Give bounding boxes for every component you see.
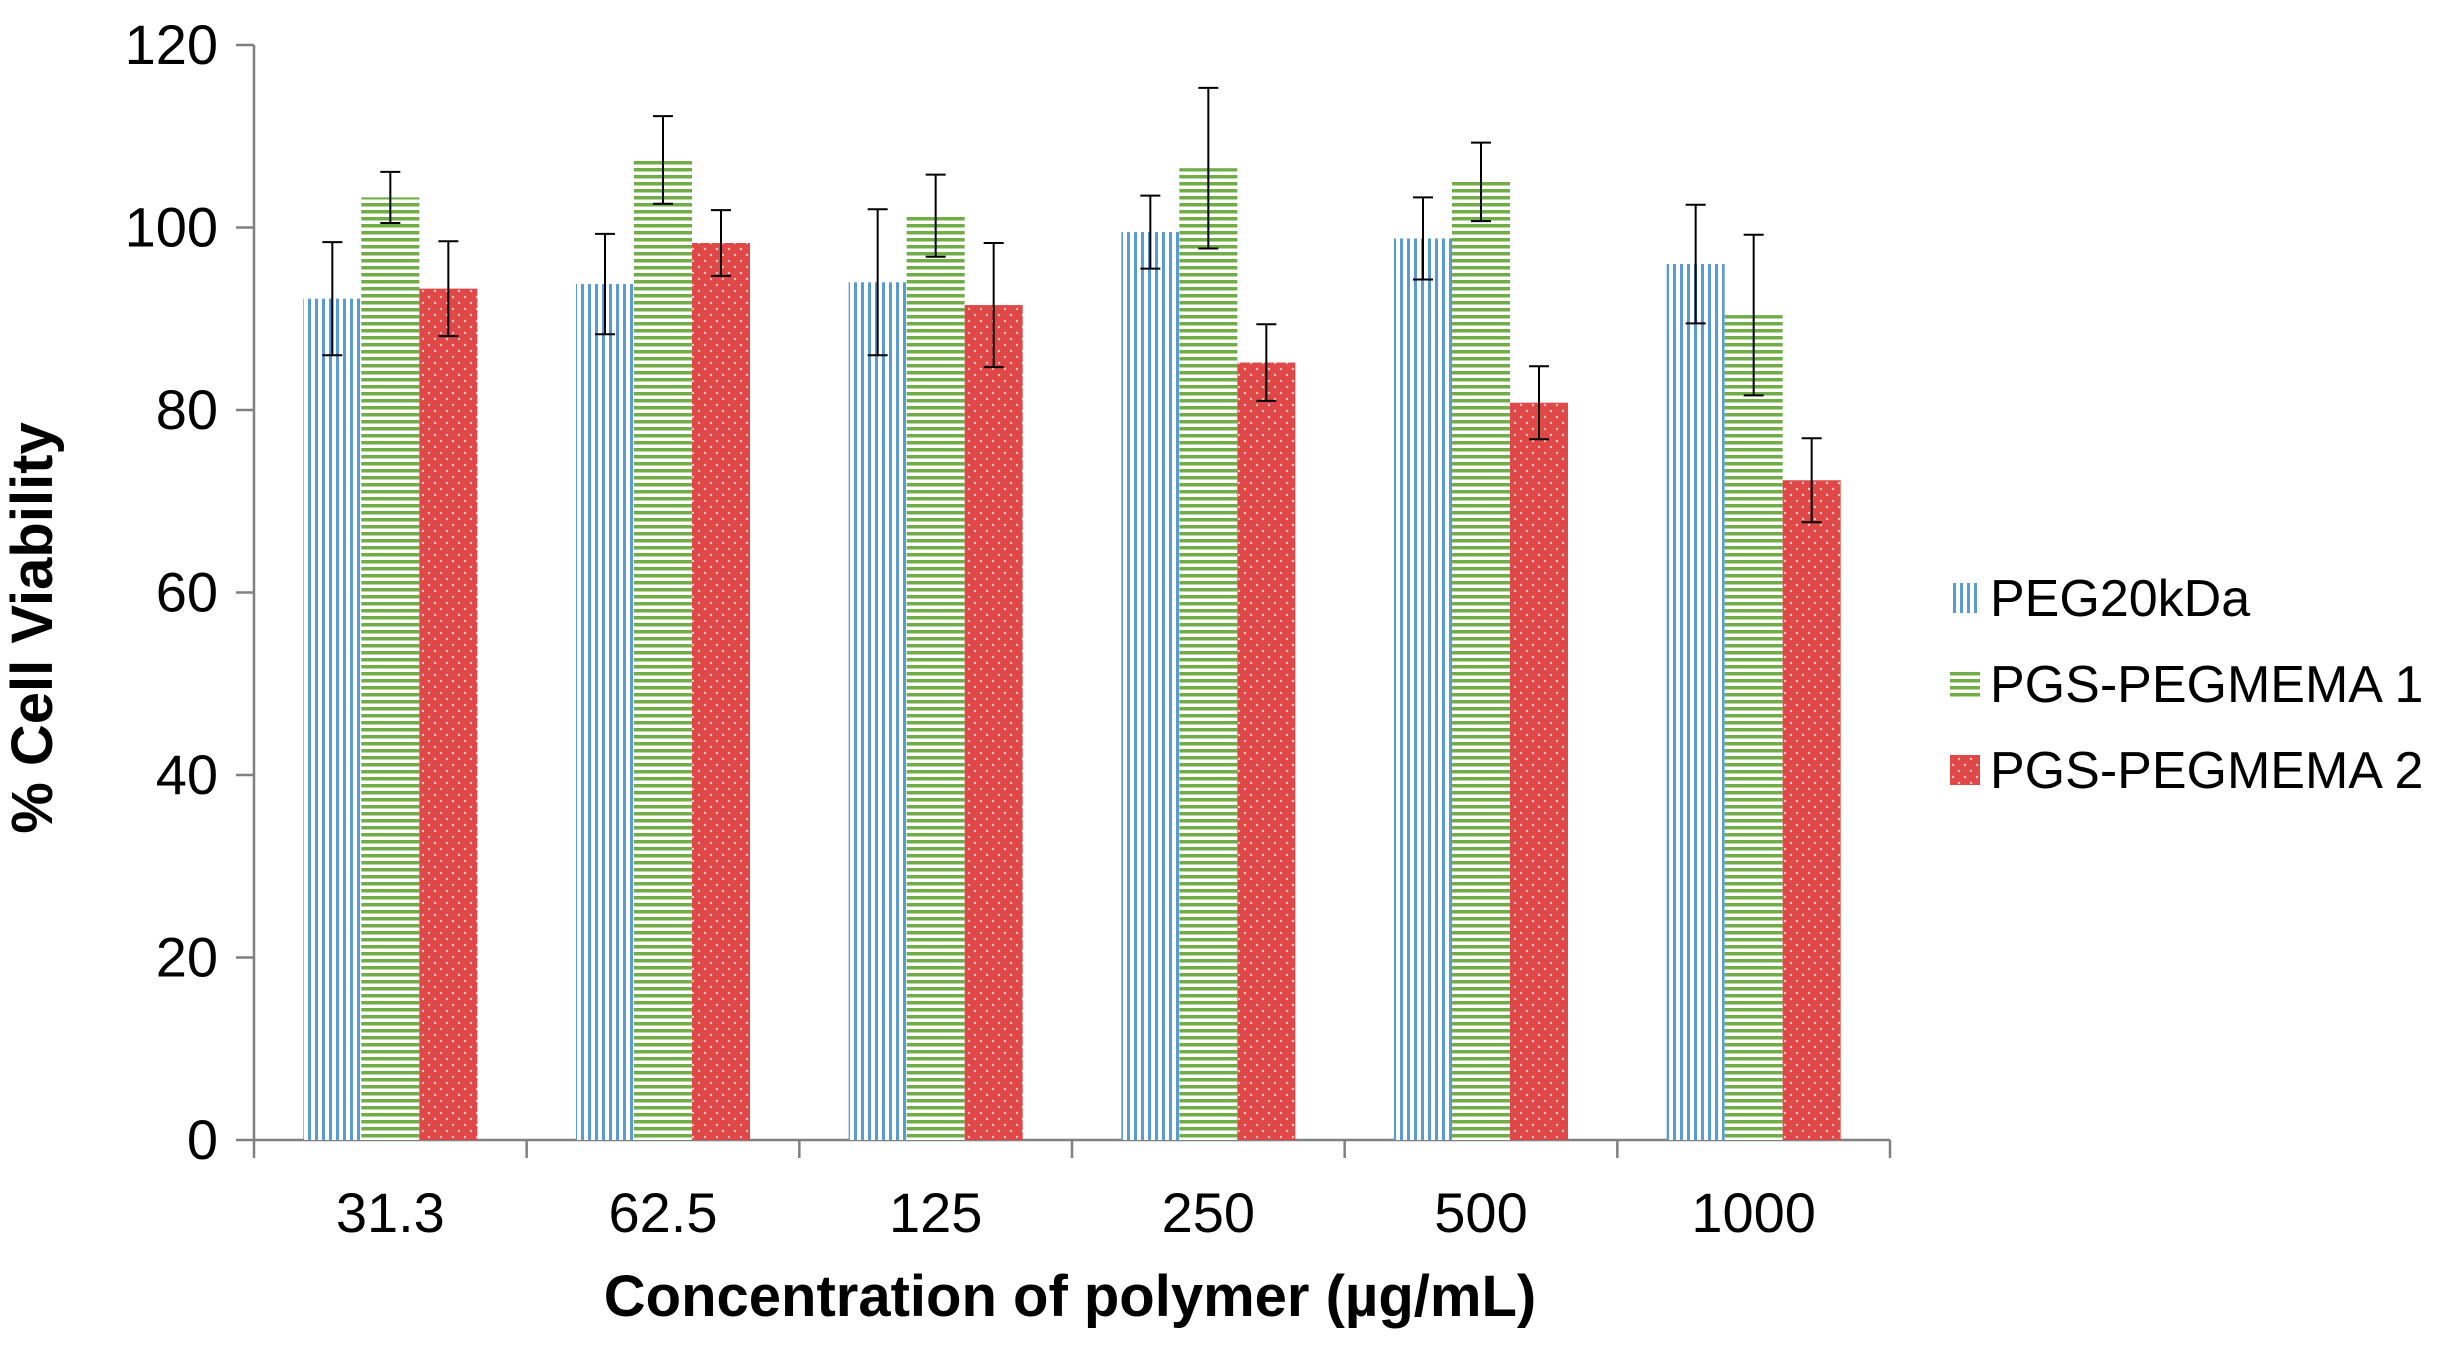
error-bar <box>867 208 888 357</box>
y-axis: 0 20 40 60 80 100 120 <box>125 13 256 1171</box>
bar-pgs-pegmema-1-250 <box>1179 168 1238 1140</box>
error-bar <box>380 170 401 224</box>
error-bar <box>1413 196 1433 281</box>
error-bar <box>1743 233 1764 397</box>
bar-peg20kda-250 <box>1121 232 1180 1140</box>
bar-pgs-pegmema-2-250 <box>1237 362 1296 1140</box>
bars <box>303 159 1841 1141</box>
bar-pgs-pegmema-1-125 <box>906 215 965 1140</box>
x-axis: 31.3 62.5 125 250 500 1000 <box>252 1138 1892 1244</box>
y-tick-label: 120 <box>125 13 218 76</box>
x-tick-label: 31.3 <box>336 1181 445 1244</box>
x-tick-label: 500 <box>1434 1181 1527 1244</box>
y-tick-label: 0 <box>187 1108 218 1171</box>
x-axis-title: Concentration of polymer (µg/mL) <box>604 1264 1536 1329</box>
y-tick-label: 60 <box>156 561 218 624</box>
x-tick-label: 62.5 <box>609 1181 718 1244</box>
legend-swatch <box>1950 755 1980 785</box>
bar-pgs-pegmema-2-500 <box>1510 402 1568 1140</box>
bar-pgs-pegmema-1-31-3 <box>361 197 420 1140</box>
error-bar <box>595 232 615 336</box>
error-bar <box>983 242 1004 369</box>
error-bar <box>1256 323 1277 402</box>
error-bar <box>1471 141 1491 223</box>
error-bars <box>322 86 1822 524</box>
legend-swatch <box>1950 583 1980 613</box>
error-bar <box>711 209 731 277</box>
legend-label: PGS-PEGMEMA 2 <box>1990 742 2423 800</box>
bar-pgs-pegmema-1-62-5 <box>634 159 692 1141</box>
x-tick-label: 125 <box>889 1181 982 1244</box>
error-bar <box>1140 194 1161 270</box>
error-bar <box>653 115 673 205</box>
bar-peg20kda-31-3 <box>303 298 362 1140</box>
bar-pgs-pegmema-2-125 <box>964 305 1023 1140</box>
legend-entry: PGS-PEGMEMA 2 <box>1950 742 2423 800</box>
bar-pgs-pegmema-2-1000 <box>1782 480 1841 1140</box>
legend-swatch <box>1950 669 1980 699</box>
error-bar <box>322 241 343 357</box>
legend-entry: PEG20kDa <box>1950 570 2250 628</box>
y-tick-label: 80 <box>156 378 218 441</box>
error-bar <box>1198 86 1219 250</box>
bar-peg20kda-1000 <box>1666 264 1725 1140</box>
y-axis-title: % Cell Viability <box>0 422 65 834</box>
error-bar <box>1529 365 1549 441</box>
bar-peg20kda-500 <box>1394 238 1452 1140</box>
y-tick-label: 100 <box>125 196 218 259</box>
x-tick-label: 250 <box>1162 1181 1255 1244</box>
bar-pgs-pegmema-1-500 <box>1452 181 1510 1140</box>
error-bar <box>1685 203 1706 325</box>
y-tick-label: 40 <box>156 743 218 806</box>
legend-entry: PGS-PEGMEMA 1 <box>1950 656 2423 714</box>
bar-pgs-pegmema-2-62-5 <box>692 243 750 1140</box>
error-bar <box>925 173 946 258</box>
error-bar <box>1801 437 1822 524</box>
legend: PEG20kDa PGS-PEGMEMA 1 PGS-PEGMEMA 2 <box>1950 570 2423 800</box>
bar-pgs-pegmema-2-31-3 <box>419 288 478 1140</box>
bar-peg20kda-62-5 <box>576 284 634 1140</box>
bar-peg20kda-125 <box>848 282 907 1140</box>
legend-label: PGS-PEGMEMA 1 <box>1990 656 2423 714</box>
y-tick-label: 20 <box>156 926 218 989</box>
error-bar <box>438 240 459 338</box>
bar-pgs-pegmema-1-1000 <box>1724 315 1783 1141</box>
x-tick-label: 1000 <box>1691 1181 1816 1244</box>
legend-label: PEG20kDa <box>1990 570 2250 628</box>
